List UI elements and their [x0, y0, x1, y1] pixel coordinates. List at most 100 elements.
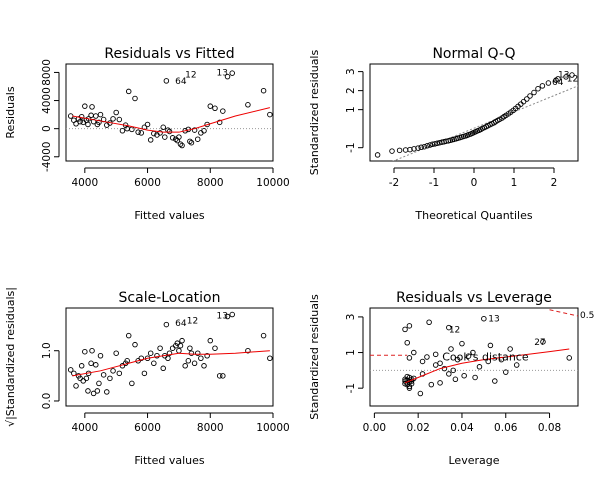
data-point: [407, 146, 413, 153]
data-point: [157, 345, 163, 351]
data-point: [107, 375, 113, 382]
data-point: [104, 389, 110, 395]
data-point: [487, 342, 494, 349]
data-point: [402, 147, 409, 153]
data-point: [470, 349, 476, 356]
x-axis-label: Fitted values: [134, 209, 205, 222]
data-point: [147, 350, 154, 356]
data-point: [177, 141, 184, 147]
data-point: [569, 72, 575, 78]
data-point: [535, 85, 541, 92]
y-tick-label: -4000: [41, 142, 53, 173]
outlier-label: 12: [187, 317, 198, 327]
data-point: [165, 355, 171, 362]
x-tick-label: 0: [471, 177, 478, 189]
y-tick-label: 1.0: [41, 342, 53, 359]
x-tick-label: 8000: [197, 177, 224, 189]
data-point: [194, 136, 201, 142]
data-point: [448, 346, 454, 352]
data-point: [411, 349, 417, 356]
y-tick-label: 0: [41, 125, 53, 132]
smoother-line: [404, 348, 570, 384]
data-point: [224, 313, 231, 320]
data-point: [166, 128, 173, 135]
data-point: [267, 111, 273, 118]
data-point: [432, 362, 439, 368]
y-tick-label: 1: [345, 106, 357, 113]
data-point: [563, 74, 569, 80]
data-point: [132, 95, 138, 102]
y-tick-label: 0.0: [41, 393, 53, 410]
data-point: [201, 128, 207, 134]
y-tick-label: 4000: [41, 87, 53, 114]
chart-title: Normal Q-Q: [432, 46, 515, 62]
data-point: [204, 352, 210, 359]
data-point: [78, 363, 85, 369]
data-point: [454, 356, 461, 363]
data-point: [78, 113, 85, 120]
y-tick-label: 2: [345, 87, 357, 94]
data-point: [119, 128, 126, 134]
data-point: [100, 372, 107, 378]
data-point: [188, 350, 195, 356]
y-tick-label: 1: [345, 349, 357, 356]
data-point: [527, 93, 533, 99]
outlier-label: 13: [558, 70, 569, 80]
data-point: [162, 134, 168, 140]
data-point: [129, 380, 135, 387]
data-point: [135, 129, 141, 135]
outlier-label: 13: [217, 68, 228, 78]
y-axis-label: Residuals: [4, 86, 17, 138]
data-point: [396, 147, 403, 154]
data-point: [216, 373, 223, 379]
data-point: [182, 363, 188, 369]
smoother-line: [72, 107, 270, 133]
data-point: [207, 103, 214, 109]
data-point: [418, 144, 424, 151]
cooks-contour-label: 0.5: [580, 311, 594, 321]
data-point: [151, 360, 157, 367]
x-tick-label: -1: [429, 177, 439, 189]
data-point: [96, 380, 102, 387]
data-point: [459, 340, 465, 347]
data-point: [83, 375, 90, 382]
data-point: [220, 108, 226, 114]
data-point: [138, 355, 145, 362]
data-point: [177, 342, 184, 349]
y-axis-label: Standardized residuals: [308, 50, 321, 176]
outlier-label: 27: [534, 338, 545, 348]
data-point: [179, 142, 185, 149]
data-point: [531, 89, 537, 96]
data-point: [419, 358, 426, 365]
data-point: [267, 355, 273, 362]
data-point: [194, 350, 201, 356]
data-point: [406, 385, 413, 391]
chart-title: Residuals vs Leverage: [396, 290, 552, 306]
data-point: [90, 390, 97, 397]
y-axis-label: Standardized residuals: [308, 294, 321, 420]
data-point: [207, 337, 214, 344]
data-point: [481, 315, 487, 322]
data-point: [472, 374, 478, 381]
data-point: [502, 369, 509, 375]
data-point: [476, 364, 483, 370]
residuals-vs-leverage-panel: Residuals vs Leverage 0.00 0.02 0.04 0.06 0.0…: [308, 290, 594, 467]
data-point: [406, 355, 413, 361]
data-point: [157, 130, 163, 136]
data-point: [507, 346, 513, 352]
chart-title: Scale-Location: [119, 290, 221, 306]
data-point: [97, 111, 104, 118]
data-point: [212, 105, 218, 112]
x-tick-label: 1: [511, 177, 518, 189]
data-point: [404, 339, 410, 346]
data-point: [141, 370, 148, 377]
data-point: [201, 363, 207, 369]
data-point: [389, 148, 395, 154]
data-point: [421, 143, 428, 150]
data-point: [437, 380, 443, 386]
data-point: [220, 373, 226, 379]
